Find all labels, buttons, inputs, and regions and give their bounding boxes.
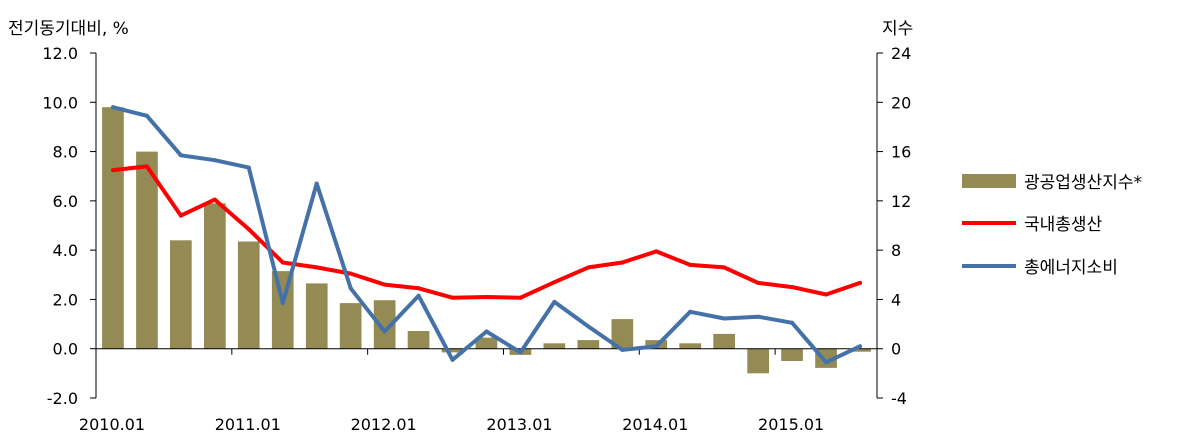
left-axis-title: 전기동기대비, %	[8, 19, 129, 39]
series-energy-point-1	[144, 113, 149, 118]
left-tick-label-5: 2.0	[53, 290, 78, 309]
bar-production-2	[170, 240, 192, 349]
bar-production-6	[305, 283, 328, 349]
series-gdp-point-9	[416, 286, 421, 291]
series-energy-point-8	[382, 329, 387, 334]
series-energy-point-0	[111, 105, 115, 110]
series-gdp-point-1	[144, 164, 149, 169]
right-tick-label-6: 0	[891, 340, 901, 359]
left-tick-label-6: 0.0	[53, 340, 78, 359]
series-energy-point-2	[178, 153, 183, 158]
series-gdp-point-5	[280, 260, 285, 265]
series-gdp-point-13	[552, 280, 557, 285]
bar-production-20	[781, 348, 803, 361]
x-tick-label-0: 2010.01	[79, 415, 145, 434]
series-gdp-point-3	[212, 197, 217, 202]
bar-production-18	[713, 333, 735, 349]
series-energy-point-5	[280, 301, 285, 306]
left-tick-label-4: 4.0	[53, 241, 78, 260]
legend-item-energy: 총에너지소비	[962, 253, 1118, 278]
bar-production-11	[475, 337, 498, 349]
bar-production-7	[339, 303, 362, 349]
legend-swatch-gdp	[962, 220, 1016, 225]
series-gdp-point-21	[824, 292, 829, 297]
series-gdp-point-4	[246, 227, 251, 232]
series-gdp-point-10	[450, 295, 455, 300]
series-energy-point-4	[246, 165, 251, 170]
x-tick-label-3: 2013.01	[486, 415, 552, 434]
left-tick-label-7: -2.0	[47, 389, 78, 408]
left-tick-label-3: 6.0	[53, 192, 78, 211]
series-gdp-point-6	[314, 265, 319, 270]
bar-production-8	[373, 300, 396, 349]
series-gdp-point-2	[178, 213, 183, 218]
series-energy-point-20	[790, 320, 795, 325]
bar-production-1	[136, 151, 158, 349]
series-energy-point-19	[756, 314, 761, 319]
right-tick-label-3: 12	[891, 192, 911, 211]
bar-production-13	[543, 343, 566, 349]
series-energy-point-21	[824, 360, 829, 365]
right-axis-title: 지수	[882, 19, 914, 39]
series-energy-point-17	[688, 309, 693, 314]
series-gdp-point-22	[858, 280, 862, 285]
series-gdp-point-20	[790, 285, 795, 290]
right-tick-label-1: 20	[891, 93, 911, 112]
series-gdp-point-19	[756, 280, 761, 285]
x-tick-label-2: 2012.01	[351, 415, 417, 434]
legend-label-production: 광공업생산지수*	[1024, 173, 1142, 193]
legend-swatch-production	[962, 173, 1016, 188]
series-energy-point-18	[722, 316, 727, 321]
legend-label-energy: 총에너지소비	[1024, 258, 1118, 278]
series-energy-point-3	[212, 158, 217, 163]
series-energy-point-15	[620, 347, 625, 352]
legend-swatch-energy	[962, 263, 1016, 268]
bar-production-14	[577, 340, 600, 349]
legend-item-production: 광공업생산지수*	[962, 168, 1142, 193]
series-gdp-point-17	[688, 262, 693, 267]
legend-item-gdp: 국내총생산	[962, 210, 1102, 235]
right-tick-label-4: 8	[891, 241, 901, 260]
bar-production-0	[102, 107, 124, 349]
series-gdp-point-12	[518, 295, 523, 300]
x-tick-label-5: 2015.01	[758, 415, 824, 434]
bar-production-17	[679, 343, 702, 349]
bar-production-22	[849, 348, 871, 352]
series-energy-point-7	[348, 286, 353, 291]
right-tick-label-0: 24	[891, 44, 911, 63]
series-energy-point-13	[552, 299, 557, 304]
series-gdp-point-14	[586, 265, 591, 270]
series-gdp-point-15	[620, 260, 625, 265]
series-gdp-point-8	[382, 282, 387, 287]
bar-production-19	[747, 348, 769, 374]
bar-production-15	[611, 319, 634, 349]
x-tick-label-4: 2014.01	[622, 415, 688, 434]
series-energy-point-14	[586, 324, 591, 329]
series-energy-point-16	[654, 344, 659, 349]
bar-production-3	[204, 203, 226, 349]
series-energy-point-10	[450, 357, 455, 362]
series-energy-point-12	[518, 350, 523, 355]
bar-production-10	[441, 348, 464, 353]
left-tick-label-1: 10.0	[42, 93, 78, 112]
bar-production-9	[407, 331, 430, 349]
series-gdp-point-11	[484, 295, 489, 299]
right-tick-label-2: 16	[891, 143, 911, 162]
legend-label-gdp: 국내총생산	[1024, 215, 1103, 235]
left-tick-label-2: 8.0	[53, 143, 78, 162]
series-energy-point-11	[484, 329, 489, 334]
bar-production-4	[237, 241, 260, 349]
series-gdp-point-16	[654, 249, 659, 254]
series-gdp-point-18	[722, 265, 727, 270]
right-tick-label-5: 4	[891, 290, 901, 309]
series-gdp-point-7	[348, 271, 353, 276]
x-tick-label-1: 2011.01	[215, 415, 281, 434]
left-tick-label-0: 12.0	[42, 44, 78, 63]
series-energy-point-22	[858, 344, 862, 349]
series-gdp-point-0	[111, 168, 115, 173]
series-energy-point-9	[416, 293, 421, 298]
right-tick-label-7: -4	[891, 389, 907, 408]
series-energy-point-6	[314, 181, 319, 186]
